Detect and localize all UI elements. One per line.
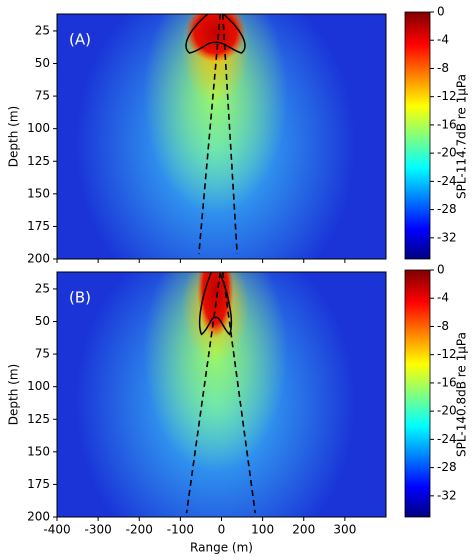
colorbar-tick-label: -28 bbox=[437, 202, 457, 216]
y-tick-label: 125 bbox=[27, 412, 50, 426]
dashed-line bbox=[221, 272, 257, 514]
x-tick-label: 0 bbox=[218, 523, 226, 537]
colorbar-tick-label: 0 bbox=[437, 5, 445, 19]
y-tick-label: 175 bbox=[27, 477, 50, 491]
x-tick-label: -100 bbox=[167, 523, 194, 537]
colorbar-tick-label: -8 bbox=[437, 61, 449, 75]
contour-line bbox=[185, 14, 246, 54]
panel-label: (A) bbox=[69, 31, 91, 49]
colorbar-tick-label: -24 bbox=[437, 174, 457, 188]
y-tick-label: 175 bbox=[27, 219, 50, 233]
x-tick-label: 300 bbox=[333, 523, 356, 537]
field-core bbox=[143, 14, 288, 214]
y-tick-label: 50 bbox=[35, 56, 50, 70]
panel-label: (B) bbox=[69, 289, 91, 307]
colorbar-tick-label: -24 bbox=[437, 432, 457, 446]
y-tick-label: 50 bbox=[35, 314, 50, 328]
colorbar-tick-label: -4 bbox=[437, 291, 449, 305]
y-tick-label: 200 bbox=[27, 510, 50, 524]
colorbar-tick-label: -16 bbox=[437, 117, 457, 131]
x-tick-label: 200 bbox=[292, 523, 315, 537]
colorbar-tick-label: -32 bbox=[437, 488, 457, 502]
colorbar-label: SPL-140.8dB re 1μPa bbox=[455, 332, 469, 457]
y-tick-label: 125 bbox=[27, 154, 50, 168]
x-tick-label: -200 bbox=[126, 523, 153, 537]
y-tick-label: 75 bbox=[35, 347, 50, 361]
contour-line bbox=[198, 272, 233, 336]
field-peak bbox=[185, 14, 246, 62]
field-core bbox=[143, 272, 288, 472]
dashed-line bbox=[198, 14, 222, 254]
y-axis-label: Depth (m) bbox=[7, 364, 21, 425]
colorbar bbox=[404, 11, 431, 260]
y-axis-label: Depth (m) bbox=[7, 106, 21, 167]
dashed-line bbox=[221, 14, 238, 254]
x-axis-label: Range (m) bbox=[190, 541, 253, 555]
y-tick-label: 25 bbox=[35, 281, 50, 295]
colorbar-label: SPL-114.7dB re 1μPa bbox=[455, 74, 469, 199]
y-tick-label: 200 bbox=[27, 252, 50, 266]
y-tick-label: 150 bbox=[27, 444, 50, 458]
colorbar-tick-label: -16 bbox=[437, 375, 457, 389]
field bbox=[57, 14, 386, 259]
y-tick-label: 100 bbox=[27, 379, 50, 393]
colorbar-tick-label: -28 bbox=[437, 460, 457, 474]
colorbar-tick-label: -4 bbox=[437, 33, 449, 47]
x-tick-label: 100 bbox=[251, 523, 274, 537]
dashed-line bbox=[185, 272, 222, 514]
colorbar-tick-label: -8 bbox=[437, 319, 449, 333]
colorbar-tick-label: -12 bbox=[437, 89, 457, 103]
y-tick-label: 150 bbox=[27, 186, 50, 200]
field bbox=[57, 272, 386, 517]
y-tick-label: 100 bbox=[27, 121, 50, 135]
y-tick-label: 75 bbox=[35, 89, 50, 103]
colorbar-tick-label: 0 bbox=[437, 263, 445, 277]
colorbar bbox=[404, 269, 431, 518]
colorbar-tick-label: -12 bbox=[437, 347, 457, 361]
x-tick-label: -300 bbox=[85, 523, 112, 537]
colorbar-tick-label: -20 bbox=[437, 146, 457, 160]
colorbar-tick-label: -20 bbox=[437, 404, 457, 418]
colorbar-tick-label: -32 bbox=[437, 230, 457, 244]
y-tick-label: 25 bbox=[35, 23, 50, 37]
x-tick-label: -400 bbox=[43, 523, 70, 537]
